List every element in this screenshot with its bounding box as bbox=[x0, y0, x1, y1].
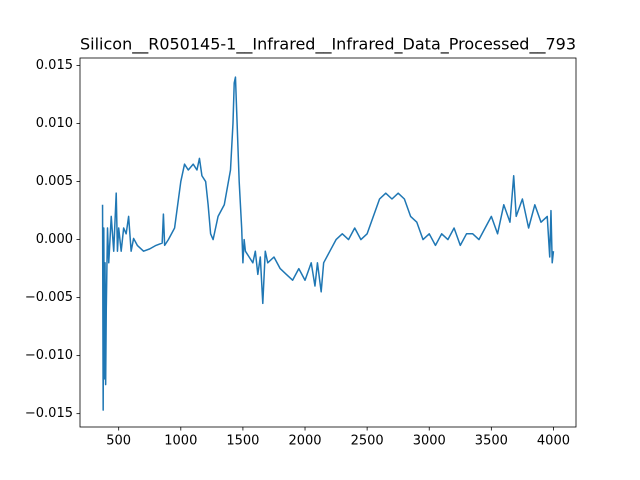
y-tick-label: 0.000 bbox=[36, 232, 73, 247]
x-tick-label: 2500 bbox=[351, 434, 384, 449]
y-tick-label: 0.010 bbox=[36, 116, 73, 131]
plot-frame bbox=[79, 57, 577, 428]
x-tick-label: 3000 bbox=[413, 434, 446, 449]
x-tick-label: 3500 bbox=[475, 434, 508, 449]
x-tick-label: 500 bbox=[106, 434, 131, 449]
y-tick-label: −0.015 bbox=[25, 406, 73, 421]
y-tick-label: −0.010 bbox=[25, 348, 73, 363]
x-tick-label: 4000 bbox=[537, 434, 570, 449]
x-tick-label: 1000 bbox=[164, 434, 197, 449]
y-tick-label: −0.005 bbox=[25, 290, 73, 305]
x-tick-label: 1500 bbox=[226, 434, 259, 449]
y-tick-label: 0.005 bbox=[36, 174, 73, 189]
data-line bbox=[101, 76, 555, 411]
y-tick-label: 0.015 bbox=[36, 58, 73, 73]
x-tick-label: 2000 bbox=[288, 434, 321, 449]
chart-title: Silicon__R050145-1__Infrared__Infrared_D… bbox=[80, 35, 576, 55]
